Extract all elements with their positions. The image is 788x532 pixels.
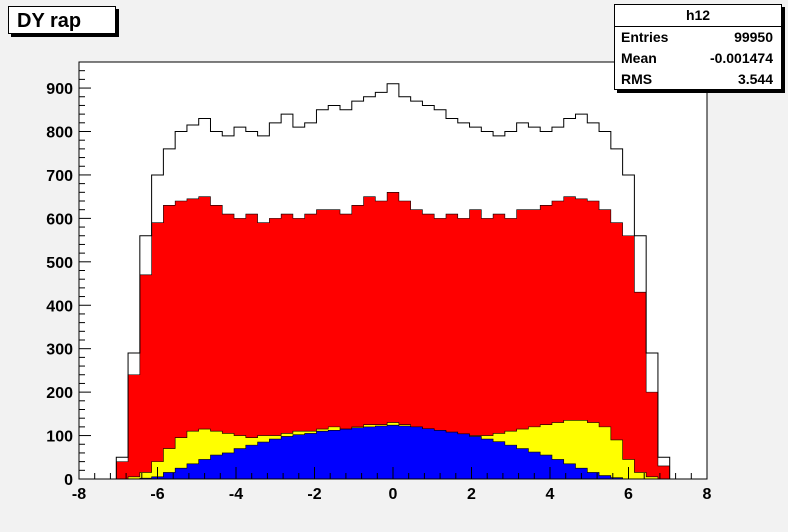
stats-value: 99950 [734, 29, 773, 45]
x-tick-label: 2 [467, 486, 476, 503]
y-tick-label: 400 [46, 298, 73, 315]
stats-row-mean: Mean -0.001474 [615, 48, 781, 69]
x-tick-label: 8 [703, 486, 712, 503]
stats-name: h12 [615, 5, 781, 27]
stats-value: 3.544 [737, 71, 773, 87]
y-tick-label: 800 [46, 125, 73, 142]
title-text: DY rap [17, 10, 82, 32]
x-tick-label: -8 [72, 486, 86, 503]
stats-row-entries: Entries 99950 [615, 27, 781, 48]
x-tick-label: 0 [389, 486, 398, 503]
x-tick-label: 6 [624, 486, 633, 503]
stats-label: Entries [621, 29, 669, 45]
stats-value: -0.001474 [709, 50, 773, 66]
series-fill-3 [104, 424, 682, 480]
y-tick-label: 900 [46, 81, 73, 98]
x-tick-label: -4 [229, 486, 243, 503]
y-tick-label: 300 [46, 342, 73, 359]
y-tick-label: 600 [46, 211, 73, 228]
series-outline-total [104, 83, 682, 480]
stats-label: RMS [621, 71, 653, 87]
x-tick-label: 4 [546, 486, 555, 503]
stats-label: Mean [621, 50, 657, 66]
histogram-title: DY rap [8, 6, 116, 34]
y-tick-label: 500 [46, 255, 73, 272]
y-tick-label: 0 [64, 472, 73, 489]
histogram-outline [104, 83, 682, 480]
y-tick-label: 700 [46, 168, 73, 185]
stats-row-rms: RMS 3.544 [615, 69, 781, 90]
x-tick-label: -2 [307, 486, 321, 503]
histogram-fills [104, 83, 682, 480]
series-fill-1 [104, 192, 682, 480]
y-axis: 0 100 200 300 400 500 600 700 800 900 [46, 61, 91, 489]
stats-box: h12 Entries 99950 Mean -0.001474 RMS 3.5… [614, 4, 782, 90]
y-tick-label: 200 [46, 385, 73, 402]
y-tick-label: 100 [46, 429, 73, 446]
x-axis: -8 -6 -4 -2 0 2 4 6 8 [72, 467, 712, 503]
x-tick-label: -6 [150, 486, 164, 503]
